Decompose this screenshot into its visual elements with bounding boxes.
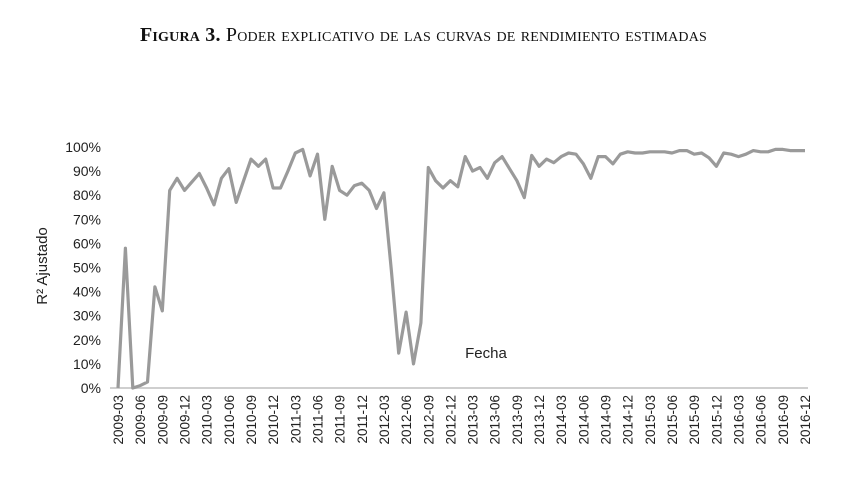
chart-title: Figura 3. Poder explicativo de las curva… [0, 24, 847, 47]
y-tick-label: 60% [73, 235, 101, 251]
x-tick-label: 2015-06 [665, 395, 680, 445]
x-tick-label: 2010-12 [266, 395, 281, 445]
x-tick-label: 2015-09 [687, 395, 702, 445]
x-tick-label: 2012-12 [443, 395, 458, 445]
x-tick-label: 2016-06 [754, 395, 769, 445]
y-tick-label: 0% [81, 380, 101, 396]
x-tick-label: 2014-09 [599, 395, 614, 445]
y-tick-label: 40% [73, 284, 101, 300]
x-tick-label: 2011-09 [333, 395, 348, 444]
x-tick-label: 2016-12 [798, 395, 813, 445]
x-tick-label: 2009-03 [111, 395, 126, 445]
x-tick-label: 2015-12 [709, 395, 724, 445]
x-tick-label: 2009-09 [155, 395, 170, 445]
x-tick-label: 2010-06 [222, 395, 237, 445]
x-tick-label: 2012-03 [377, 395, 392, 445]
x-tick-label: 2011-06 [310, 395, 325, 444]
x-tick-label: 2013-06 [488, 395, 503, 445]
y-axis-label: R² Ajustado [34, 227, 51, 305]
x-tick-label: 2014-06 [576, 395, 591, 445]
y-tick-label: 100% [65, 139, 101, 155]
x-tick-label: 2013-09 [510, 395, 525, 445]
x-axis-ticks: 2009-03 2009-06 2009-09 2009-12 2010-03 2010-… [111, 395, 813, 445]
x-tick-label: 2011-12 [355, 395, 370, 444]
x-tick-label: 2012-09 [421, 395, 436, 445]
series-line [116, 147, 805, 390]
x-tick-label: 2014-12 [621, 395, 636, 445]
figure-title: Poder explicativo de las curvas de rendi… [225, 24, 708, 46]
y-axis-ticks: 0% 10% 20% 30% 40% 50% 60% 70% 80% 90% 100% [65, 139, 101, 396]
x-tick-label: 2016-03 [732, 395, 747, 445]
x-tick-label: 2009-06 [133, 395, 148, 445]
x-tick-label: 2010-03 [200, 395, 215, 445]
y-tick-label: 30% [73, 308, 101, 324]
y-tick-label: 50% [73, 260, 101, 276]
y-tick-label: 70% [73, 211, 101, 227]
y-tick-label: 80% [73, 187, 101, 203]
x-tick-label: 2015-03 [643, 395, 658, 445]
x-tick-label: 2013-12 [532, 395, 547, 445]
x-tick-label: 2014-03 [554, 395, 569, 445]
x-tick-label: 2016-09 [776, 395, 791, 445]
y-tick-label: 10% [73, 356, 101, 372]
x-tick-label: 2011-03 [288, 395, 303, 444]
x-axis-label: Fecha [465, 345, 507, 362]
x-tick-label: 2010-09 [244, 395, 259, 445]
x-tick-label: 2009-12 [177, 395, 192, 445]
y-tick-label: 20% [73, 332, 101, 348]
x-tick-label: 2012-06 [399, 395, 414, 445]
y-tick-label: 90% [73, 163, 101, 179]
x-tick-label: 2013-03 [466, 395, 481, 445]
figure-number: Figura 3. [139, 24, 221, 46]
